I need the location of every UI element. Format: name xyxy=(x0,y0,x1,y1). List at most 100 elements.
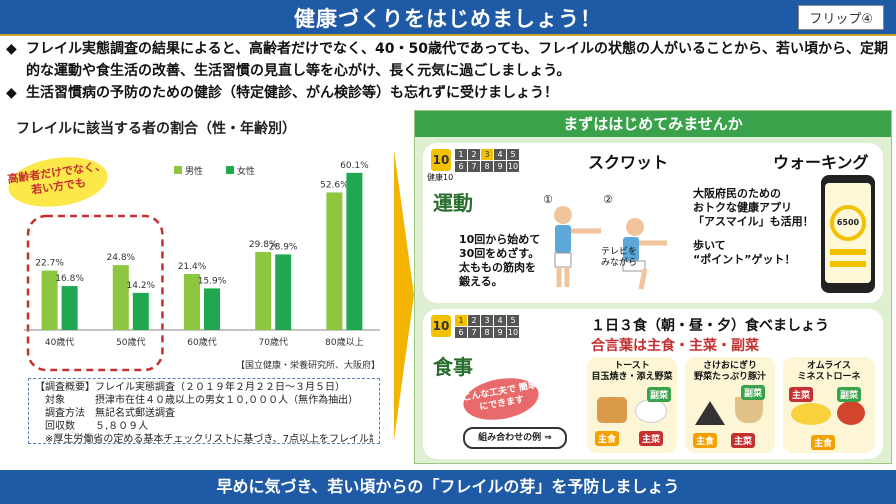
grid-number: 1 xyxy=(455,149,467,160)
page-title: 健康づくりをはじめましょう！ xyxy=(294,7,602,31)
highlight-frame xyxy=(26,214,164,372)
tag-side: 副菜 xyxy=(741,385,766,400)
chart-svg: 男性 女性 22.7% 16.8% 40歳代 24.8% 14.2% 50歳代 21.4% 15.… xyxy=(24,161,380,372)
step-two: ② xyxy=(603,193,613,206)
bar xyxy=(346,172,363,330)
grid-number: 8 xyxy=(481,327,493,338)
grid-number: 3 xyxy=(481,149,493,160)
app-value: 6500 xyxy=(830,205,866,241)
walk-title: ウォーキング xyxy=(773,153,869,172)
flip-label: フリップ④ xyxy=(798,5,884,30)
bar xyxy=(184,274,200,330)
grid-number: 7 xyxy=(468,161,480,172)
squat-title: スクワット xyxy=(588,153,669,172)
grid-number: 10 xyxy=(507,161,519,172)
bullet-text: フレイル実態調査の結果によると、高齢者だけでなく、40・50歳代であっても、フレ… xyxy=(26,41,889,79)
legend-swatch xyxy=(226,166,234,174)
tv-note: テレビを みながら xyxy=(601,247,638,268)
exercise-card: 10 健康10 1 2 3 4 5 6 7 8 9 10 運動 スクワット ウォーキング ① ② … xyxy=(423,143,883,303)
meal-example: さけおにぎり 野菜たっぷり豚汁 主食 主菜 副菜 xyxy=(685,357,775,453)
meal-card: 10 1 2 3 4 5 6 7 8 9 10 食事 １日３食（朝・昼・夕）食べましょう 合言葉は… xyxy=(423,309,883,459)
meal-example-name: 目玉焼き・添え野菜 xyxy=(591,372,673,382)
meal-example-name: さけおにぎり xyxy=(702,361,757,371)
exercise-label: 運動 xyxy=(433,191,473,215)
grid-number: 9 xyxy=(494,161,506,172)
health10-sub: 健康10 xyxy=(427,173,454,182)
meal-line1: １日３食（朝・昼・夕）食べましょう xyxy=(591,318,829,334)
data-label: 15.9% xyxy=(198,276,227,286)
number-grid: 1 2 3 4 5 6 7 8 9 10 xyxy=(455,149,519,172)
survey-line: ※厚生労働省の定める基本チェックリストに基づき、7点以上をフレイル該当と判定 xyxy=(45,434,373,445)
bar xyxy=(61,286,78,330)
survey-line: 回収数 ５,８０９人 xyxy=(45,421,149,432)
data-label: 22.7% xyxy=(35,259,64,269)
bar xyxy=(204,288,220,330)
frailty-chart: 男性 女性 22.7% 16.8% 40歳代 24.8% 14.2% 50歳代 21.4% 15.… xyxy=(14,140,390,376)
number-grid: 1 2 3 4 5 6 7 8 9 10 xyxy=(455,315,519,338)
tag-main: 主菜 xyxy=(731,433,756,448)
grid-number: 9 xyxy=(494,327,506,338)
grid-number: 10 xyxy=(507,327,519,338)
bar xyxy=(255,252,272,330)
tick-label: 60歳代 xyxy=(187,336,216,348)
soup-icon xyxy=(735,397,763,423)
tag-main: 主菜 xyxy=(789,387,814,402)
bar xyxy=(326,192,343,330)
grid-number: 1 xyxy=(455,315,467,326)
egg-icon xyxy=(635,399,667,423)
meal-example: トースト 目玉焼き・添え野菜 主食 主菜 副菜 xyxy=(587,357,677,453)
grid-number: 4 xyxy=(494,149,506,160)
tag-main: 主菜 xyxy=(639,431,664,446)
legend-label: 女性 xyxy=(237,165,255,177)
data-label: 14.2% xyxy=(127,281,156,291)
bullet-item: ◆ フレイル実態調査の結果によると、高齢者だけでなく、40・50歳代であっても、… xyxy=(6,38,892,82)
right-panel: まずははじめてみませんか 10 健康10 1 2 3 4 5 6 7 8 9 10 運動 スクワッ… xyxy=(414,110,892,464)
survey-line: 調査方法 無記名式郵送調査 xyxy=(45,408,175,419)
meal-callout: こんな工夫で 簡単にできます xyxy=(460,372,542,426)
tick-label: 80歳以上 xyxy=(325,336,363,348)
survey-line: 【調査概要】フレイル実態調査（２０１９年２月２２日～３月５日） xyxy=(35,382,345,393)
bar xyxy=(132,292,149,330)
data-label: 24.8% xyxy=(107,253,136,263)
meal-label: 食事 xyxy=(433,355,473,379)
diamond-icon: ◆ xyxy=(6,41,17,57)
grid-number: 6 xyxy=(455,161,467,172)
bullet-text: 生活習慣病の予防のための健診（特定健診、がん検診等）も忘れずに受けましょう！ xyxy=(26,85,558,101)
tick-label: 40歳代 xyxy=(45,336,74,348)
grid-number: 5 xyxy=(507,315,519,326)
data-label: 52.6% xyxy=(320,180,349,190)
diamond-icon: ◆ xyxy=(6,85,17,101)
meal-example-name: トースト xyxy=(614,361,650,371)
bar xyxy=(275,254,292,330)
right-arrow-icon xyxy=(394,150,414,440)
grid-number: 2 xyxy=(468,315,480,326)
legend-label: 男性 xyxy=(185,165,203,177)
grid-number: 5 xyxy=(507,149,519,160)
walk-description: 大阪府民のための おトクな健康アプリ 「アスマイル」も活用！ 歩いて “ポイント… xyxy=(693,187,814,266)
survey-summary: 【調査概要】フレイル実態調査（２０１９年２月２２日～３月５日） 対象 摂津市在住… xyxy=(28,378,380,445)
minestrone-icon xyxy=(837,401,865,425)
tag-side: 副菜 xyxy=(647,387,672,402)
meal-example-name: オムライス xyxy=(806,361,851,371)
meal-example: オムライス ミネストローネ 主菜 副菜 主食 xyxy=(783,357,875,453)
meal-line2: 合言葉は主食・主菜・副菜 xyxy=(591,338,759,354)
footer-banner: 早めに気づき、若い頃からの「フレイルの芽」を予防しましょう xyxy=(0,470,896,504)
toast-icon xyxy=(597,397,627,423)
tick-label: 50歳代 xyxy=(116,336,145,348)
header-bar: 健康づくりをはじめましょう！ フリップ④ xyxy=(0,0,896,36)
squat-description: 10回から始めて 30回をめざす。 太ももの筋肉を 鍛える。 xyxy=(459,233,541,288)
tag-staple: 主食 xyxy=(693,433,718,448)
bullet-item: ◆ 生活習慣病の予防のための健診（特定健診、がん検診等）も忘れずに受けましょう！ xyxy=(6,82,892,104)
health10-icon: 10 xyxy=(431,315,451,337)
grid-number: 7 xyxy=(468,327,480,338)
data-label: 16.8% xyxy=(55,274,84,284)
combo-example-button[interactable]: 組み合わせの例 ⇒ xyxy=(463,427,567,449)
tag-staple: 主食 xyxy=(595,431,620,446)
phone-icon: 6500 xyxy=(821,175,875,293)
squat-figure-icon xyxy=(554,206,667,290)
tag-staple: 主食 xyxy=(811,435,836,450)
bar xyxy=(41,270,58,330)
grid-number: 2 xyxy=(468,149,480,160)
grid-number: 6 xyxy=(455,327,467,338)
tick-label: 70歳代 xyxy=(258,336,287,348)
